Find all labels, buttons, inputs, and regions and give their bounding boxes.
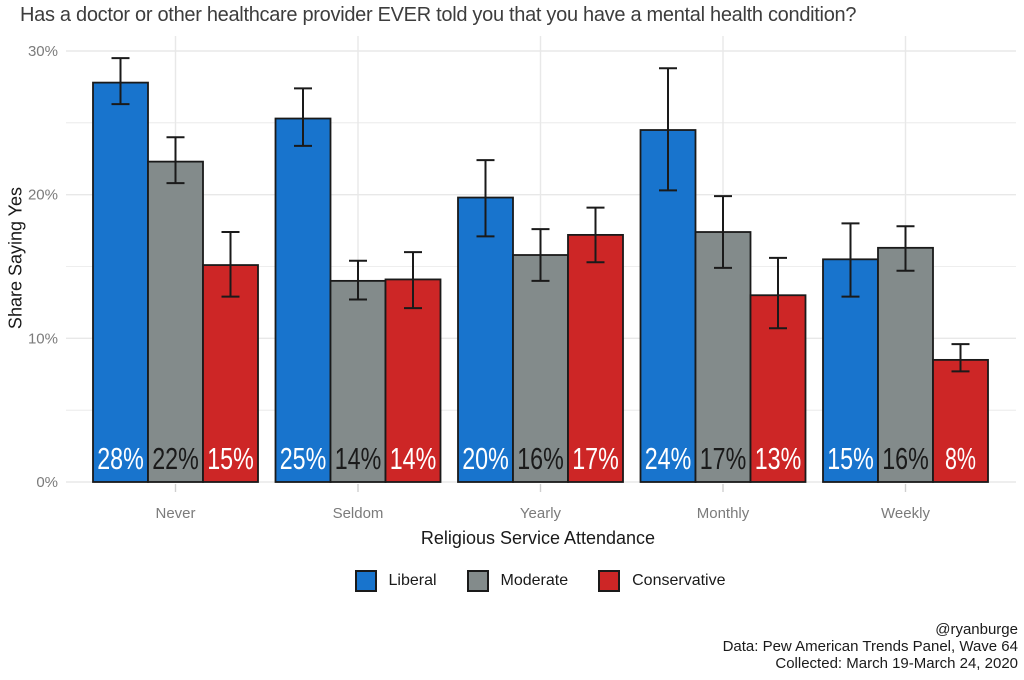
bar	[147, 160, 204, 483]
bar	[384, 278, 442, 483]
x-tick-label: Never	[155, 505, 195, 522]
bar-value-label: 17%	[572, 441, 619, 476]
y-tick-label: 30%	[28, 43, 58, 60]
bar	[92, 81, 149, 483]
bar	[274, 117, 332, 483]
liberal-swatch-icon	[354, 570, 377, 592]
legend-label: Conservative	[632, 572, 726, 589]
legend: Liberal Moderate Conservative	[28, 570, 1024, 592]
x-tick-label: Weekly	[881, 505, 930, 522]
x-tick-label: Yearly	[520, 505, 562, 522]
bar	[694, 231, 752, 483]
bar	[202, 264, 259, 483]
x-axis-title: Religious Service Attendance	[420, 528, 656, 548]
bar-value-label: 28%	[97, 441, 144, 476]
legend-item-moderate: Moderate	[466, 570, 569, 592]
bar-value-label: 24%	[645, 441, 692, 476]
chart-title: Has a doctor or other healthcare provide…	[20, 4, 857, 26]
credit-collected: Collected: March 19-March 24, 2020	[775, 655, 1018, 672]
bar	[567, 233, 624, 483]
bar-value-label: 16%	[517, 441, 564, 476]
bar	[932, 358, 989, 483]
legend-item-conservative: Conservative	[598, 570, 726, 592]
bar-value-label: 17%	[700, 441, 747, 476]
bar-value-label: 15%	[827, 441, 874, 476]
bar-value-label: 22%	[152, 441, 199, 476]
y-tick-label: 20%	[28, 187, 58, 204]
legend-item-liberal: Liberal	[354, 570, 437, 592]
y-tick-label: 0%	[36, 474, 58, 491]
bar-value-label: 14%	[335, 441, 382, 476]
bar-value-label: 20%	[462, 441, 509, 476]
bar-value-label: 14%	[390, 441, 437, 476]
bar-value-label: 13%	[755, 441, 802, 476]
legend-label: Moderate	[500, 572, 569, 589]
conservative-swatch-icon	[598, 570, 621, 592]
credits: @ryanburge Data: Pew American Trends Pan…	[723, 621, 1018, 672]
legend-label: Liberal	[388, 572, 437, 589]
x-tick-label: Monthly	[697, 505, 750, 522]
bar	[457, 196, 514, 483]
bar	[329, 279, 387, 483]
x-tick-label: Seldom	[333, 505, 384, 522]
credit-handle: @ryanburge	[935, 621, 1018, 638]
bar-value-label: 25%	[280, 441, 327, 476]
plot-area: 28% 25% 20% 24% 15%22% 14% 16% 17% 16%15% 14% 17% 1…	[28, 36, 1016, 522]
bar-value-label: 15%	[207, 441, 254, 476]
credit-source: Data: Pew American Trends Panel, Wave 64	[722, 638, 1018, 655]
bar-value-label: 8%	[945, 441, 976, 476]
y-tick-label: 10%	[28, 330, 58, 347]
moderate-swatch-icon	[466, 570, 489, 592]
bar-value-label: 16%	[882, 441, 929, 476]
